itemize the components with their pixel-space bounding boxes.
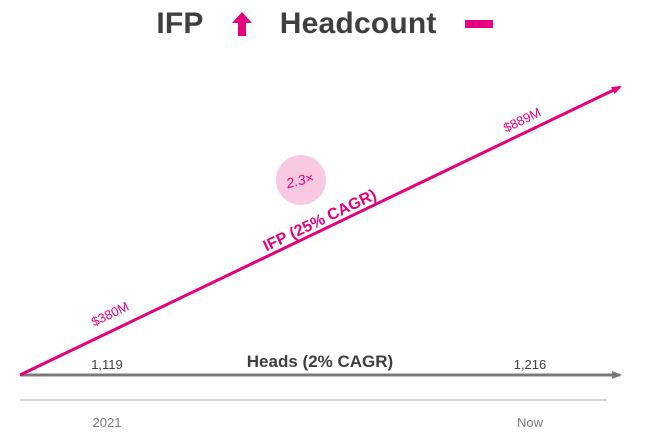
title-ifp: IFP [156, 7, 204, 41]
minus-icon [464, 20, 493, 29]
ifp-series-label: IFP (25% CAGR) [261, 187, 379, 256]
chart-title: IFP Headcount [0, 6, 650, 41]
heads-end-value-label: 1,216 [514, 357, 547, 372]
ifp-end-value-label: $889M [501, 105, 543, 136]
multiplier-badge-bubble [276, 155, 326, 205]
heads-series-label: Heads (2% CAGR) [247, 352, 393, 371]
title-headcount: Headcount [279, 7, 437, 41]
multiplier-badge-label: 2.3× [283, 169, 315, 191]
ifp-series-line [19, 85, 622, 377]
x-tick-label-2021: 2021 [93, 415, 122, 430]
x-tick-label-now: Now [517, 415, 544, 430]
heads-start-value-label: 1,119 [91, 357, 123, 372]
arrow-up-icon [231, 12, 252, 37]
